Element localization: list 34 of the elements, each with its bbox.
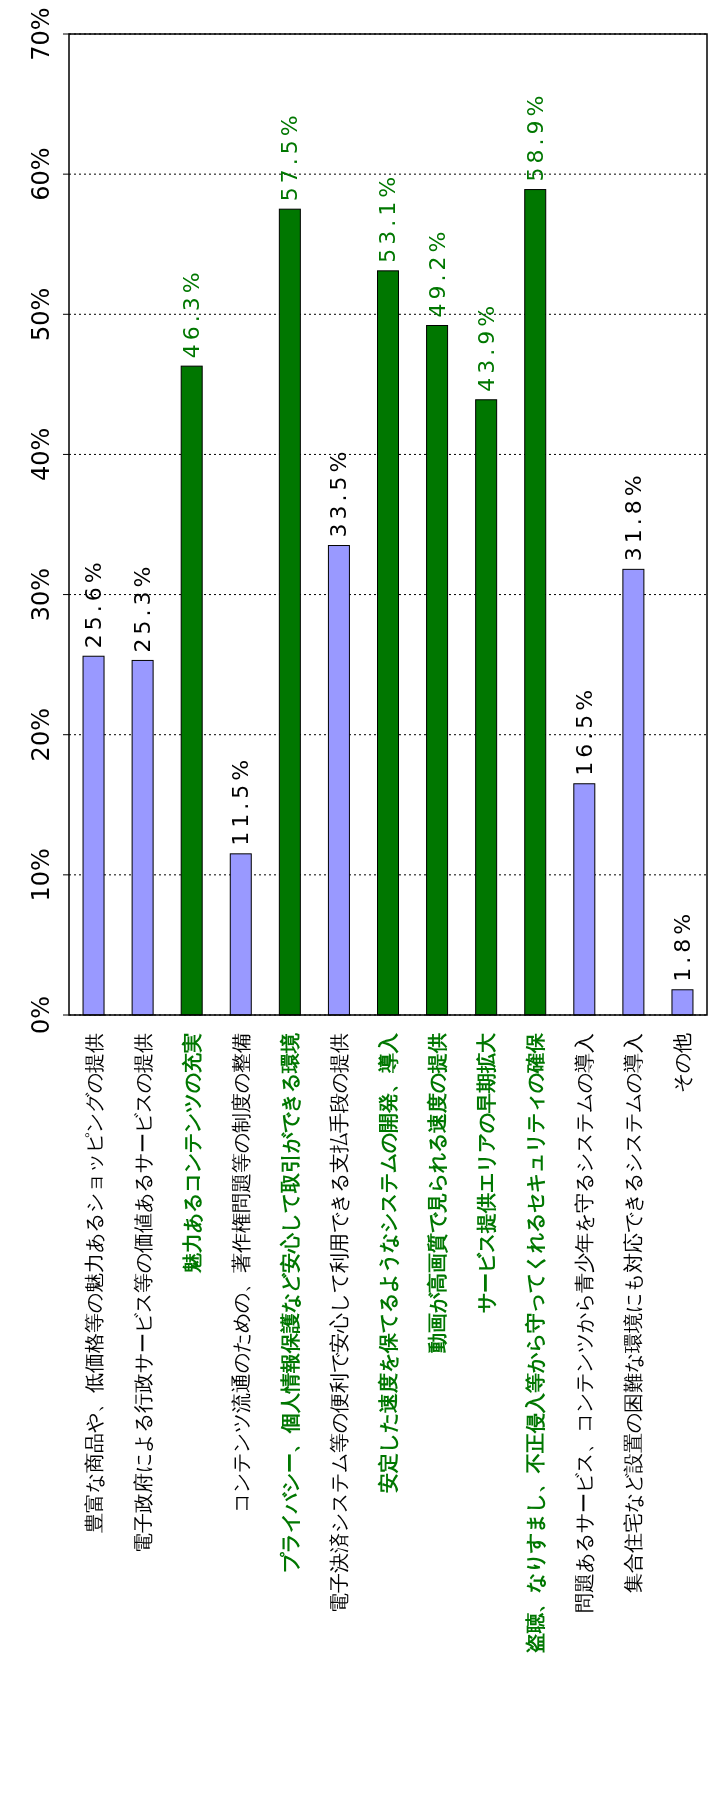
data-label: 25.6% — [81, 558, 107, 649]
y-tick-label: 30% — [27, 567, 55, 622]
x-tick-label: プライバシー、個人情報保護など安心して取引ができる環境 — [277, 1033, 302, 1573]
data-label: 25.3% — [130, 562, 156, 653]
x-tick-label: サービス提供エリアの早期拡大 — [474, 1032, 499, 1313]
x-tick-label: 豊富な商品や、低価格等の魅力あるショッピングの提供 — [81, 1033, 106, 1533]
data-label: 33.5% — [326, 447, 352, 538]
x-tick-label: 電子政府による行政サービス等の価値あるサービスの提供 — [130, 1033, 155, 1553]
data-label: 49.2% — [424, 227, 450, 318]
y-tick-label: 20% — [27, 708, 55, 762]
x-tick-label: 動画が高画質で見られる速度の提供 — [425, 1033, 450, 1354]
y-tick-label: 40% — [27, 427, 55, 482]
x-tick-label: 盗聴、なりすまし、不正侵入等から守ってくれるセキュリティの確保 — [523, 1032, 548, 1653]
data-label: 43.9% — [473, 301, 499, 392]
x-tick-label: 電子決済システム等の便利で安心して利用できる支払手段の提供 — [326, 1033, 351, 1613]
y-tick-label: 10% — [27, 848, 55, 902]
data-label: 11.5% — [228, 755, 254, 846]
y-tick-label: 0% — [27, 995, 55, 1035]
y-tick-label: 70% — [27, 7, 55, 61]
x-tick-label: 魅力あるコンテンツの充実 — [179, 1033, 204, 1274]
data-label: 1.8% — [669, 909, 695, 982]
x-tick-label: 集合住宅など設置の困難な環境にも対応できるシステムの導入 — [621, 1033, 646, 1593]
x-tick-label: その他 — [670, 1033, 695, 1093]
y-tick-label: 60% — [27, 147, 55, 201]
x-tick-label: 問題あるサービス、コンテンツから青少年を守るシステムの導入 — [572, 1033, 597, 1613]
data-label: 16.5% — [571, 685, 597, 776]
data-label: 31.8% — [620, 471, 646, 562]
y-tick-label: 50% — [27, 287, 55, 341]
x-tick-label: コンテンツ流通のための、著作権問題等の制度の整備 — [228, 1033, 253, 1513]
x-tick-label: 安定した速度を保てるようなシステムの開発、導入 — [376, 1032, 400, 1493]
data-label: 53.1% — [375, 172, 401, 263]
data-label: 57.5% — [277, 111, 303, 202]
data-label: 46.3% — [179, 268, 205, 359]
data-label: 58.9% — [522, 91, 548, 182]
